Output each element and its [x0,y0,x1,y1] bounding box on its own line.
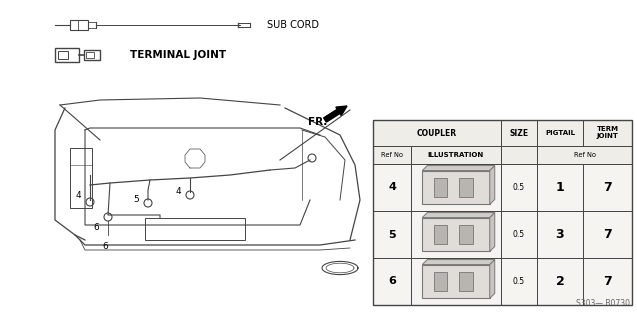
Bar [373,164,411,211]
Bar [501,164,537,211]
Bar [583,164,632,211]
FancyArrow shape [324,106,347,122]
Text: FR.: FR. [308,117,327,127]
Polygon shape [422,260,495,265]
Text: COUPLER: COUPLER [417,129,457,138]
Bar [70,20,88,30]
Bar [84,50,100,60]
Bar [434,225,447,244]
Bar [537,120,583,146]
Bar [411,258,501,305]
Text: 4: 4 [75,191,81,201]
Text: SIZE: SIZE [510,129,529,138]
Bar [501,211,537,258]
Bar [373,211,411,258]
Text: Ref No: Ref No [381,152,403,158]
Bar [145,218,245,240]
Bar [537,211,583,258]
Polygon shape [490,260,495,299]
Bar [422,218,490,252]
Bar [70,148,92,208]
Bar [373,120,632,305]
Text: 1: 1 [555,181,564,194]
Bar [501,258,537,305]
Bar [537,164,583,211]
Polygon shape [490,212,495,252]
Bar [434,272,447,291]
Bar [583,120,632,146]
Bar [422,265,490,299]
Text: 3: 3 [555,228,564,241]
Bar [422,171,490,204]
Bar [583,258,632,305]
Text: SUB CORD: SUB CORD [267,20,319,30]
Bar [501,146,537,164]
Text: 4: 4 [175,187,181,196]
Bar [55,48,79,62]
Text: 6: 6 [102,242,108,251]
Bar [537,258,583,305]
Bar [86,52,94,58]
Bar [373,120,501,146]
Bar [411,146,501,164]
Bar [58,51,68,59]
Text: 7: 7 [603,228,612,241]
Text: 5: 5 [388,229,396,239]
Bar [537,146,632,164]
Text: 2: 2 [555,275,564,288]
Bar [459,272,473,291]
Bar [434,178,447,197]
Text: TERM
JOINT: TERM JOINT [596,126,619,139]
Polygon shape [422,212,495,218]
Bar [411,164,501,211]
Bar [583,211,632,258]
Text: 7: 7 [603,275,612,288]
Bar [373,258,411,305]
Text: 6: 6 [93,223,99,233]
Text: 0.5: 0.5 [513,230,525,239]
Polygon shape [490,165,495,204]
Bar [373,146,411,164]
Bar [411,211,501,258]
Polygon shape [422,165,495,171]
Text: PIGTAIL: PIGTAIL [545,130,575,136]
Bar [459,225,473,244]
Bar [459,178,473,197]
Text: 5: 5 [133,195,139,204]
Text: 4: 4 [388,182,396,193]
Text: 0.5: 0.5 [513,183,525,192]
Text: 0.5: 0.5 [513,277,525,286]
Text: 7: 7 [603,181,612,194]
Bar [501,120,537,146]
Text: 6: 6 [388,276,396,286]
Text: ILLUSTRATION: ILLUSTRATION [428,152,484,158]
Text: Ref No: Ref No [573,152,596,158]
Text: S303— B0730: S303— B0730 [576,299,630,308]
Text: TERMINAL JOINT: TERMINAL JOINT [130,50,226,60]
